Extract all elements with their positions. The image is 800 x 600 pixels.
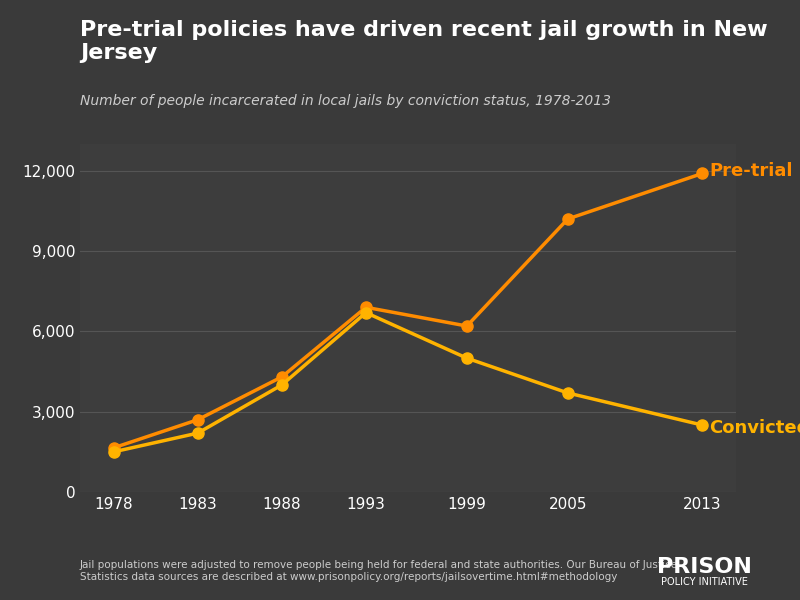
Text: Pre-trial: Pre-trial	[709, 162, 793, 180]
Text: Convicted: Convicted	[709, 419, 800, 437]
Text: Jail populations were adjusted to remove people being held for federal and state: Jail populations were adjusted to remove…	[80, 560, 678, 582]
Text: POLICY INITIATIVE: POLICY INITIATIVE	[661, 577, 747, 587]
Text: Number of people incarcerated in local jails by conviction status, 1978-2013: Number of people incarcerated in local j…	[80, 94, 611, 108]
Text: PRISON: PRISON	[657, 557, 751, 577]
Text: Pre-trial policies have driven recent jail growth in New Jersey: Pre-trial policies have driven recent ja…	[80, 20, 768, 63]
